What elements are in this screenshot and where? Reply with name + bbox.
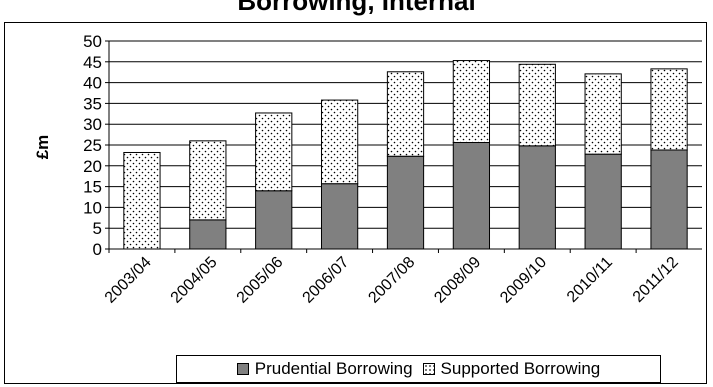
y-tick-label: 30 — [83, 115, 102, 134]
y-tick-label: 5 — [93, 219, 102, 238]
bar-supported-2004-05 — [189, 140, 227, 221]
y-tick-label: 35 — [83, 94, 102, 113]
x-tick-label: 2005/06 — [234, 254, 287, 307]
legend-label-supported: Supported Borrowing — [440, 359, 601, 378]
x-tick-label: 2007/08 — [365, 254, 418, 307]
legend-item-supported: Supported Borrowing — [422, 359, 601, 379]
y-tick-label: 50 — [83, 32, 102, 51]
legend-label-prudential: Prudential Borrowing — [254, 359, 413, 378]
bars — [123, 60, 688, 250]
x-tick-label: 2010/11 — [564, 254, 616, 306]
legend-swatch-prudential — [236, 363, 249, 375]
bar-supported-2005-06 — [255, 112, 293, 192]
bar-supported-2003-04 — [123, 151, 161, 250]
bar-prudential-2007-08 — [386, 155, 425, 250]
bar-supported-2007-08 — [386, 71, 425, 157]
bar-prudential-2011-12 — [650, 149, 688, 250]
x-tick-label: 2004/05 — [168, 254, 221, 307]
x-tick-label: 2009/10 — [497, 254, 550, 307]
x-axis: 2003/04 2004/05 2005/06 2006/07 2007/08 2008/… — [102, 248, 702, 307]
x-tick-label: 2003/04 — [102, 254, 155, 307]
bar-prudential-2006-07 — [320, 183, 359, 250]
chart-title: Borrowing, Internal — [237, 0, 476, 16]
y-tick-label: 10 — [83, 198, 102, 217]
bar-supported-2006-07 — [320, 99, 359, 185]
bar-supported-2010-11 — [584, 73, 622, 155]
y-tick-label: 20 — [83, 157, 102, 176]
bar-prudential-2008-09 — [452, 142, 491, 250]
bar-supported-2011-12 — [650, 68, 688, 151]
x-tick-label: 2008/09 — [431, 254, 484, 307]
legend: Prudential Borrowing Supported Borrowing — [176, 355, 661, 383]
x-tick-label: 2006/07 — [300, 254, 353, 307]
legend-swatch-supported — [422, 363, 435, 375]
x-tick-label: 2011/12 — [630, 254, 682, 306]
y-tick-label: 15 — [83, 178, 102, 197]
bar-prudential-2010-11 — [584, 153, 622, 250]
y-tick-label: 0 — [93, 240, 102, 259]
y-tick-label: 45 — [83, 53, 102, 72]
bar-prudential-2004-05 — [189, 219, 227, 250]
bar-prudential-2005-06 — [255, 190, 293, 250]
y-tick-label: 25 — [83, 136, 102, 155]
bar-prudential-2009-10 — [518, 145, 556, 250]
bar-supported-2009-10 — [518, 63, 556, 147]
legend-item-prudential: Prudential Borrowing — [236, 359, 413, 379]
y-axis-label: £m — [33, 135, 52, 160]
y-tick-label: 40 — [83, 74, 102, 93]
bar-supported-2008-09 — [452, 60, 491, 144]
